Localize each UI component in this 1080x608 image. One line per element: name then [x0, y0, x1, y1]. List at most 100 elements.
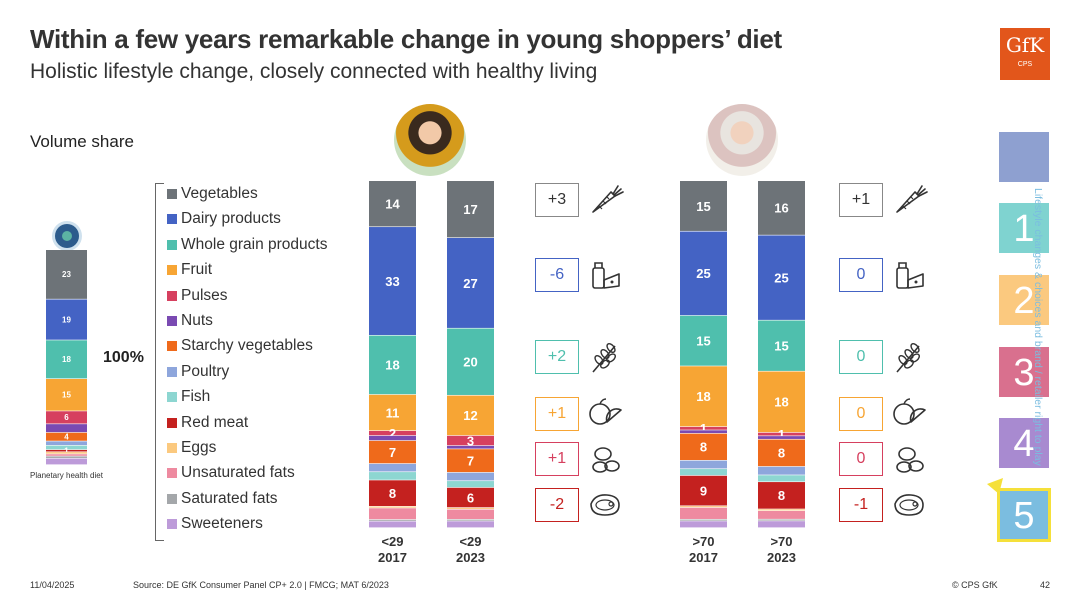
x-axis-label-line: 2017	[689, 550, 718, 565]
bar-data-label: 27	[463, 276, 477, 291]
legend-swatch	[167, 443, 177, 453]
earth-icon	[55, 224, 79, 248]
bar-segment	[680, 366, 727, 427]
delta-box: -6	[535, 258, 579, 292]
legend-item: Starchy vegetables	[167, 337, 313, 361]
legend-swatch	[167, 493, 177, 504]
bar-data-label: 14	[385, 197, 400, 212]
logo-brand: GfK	[1005, 33, 1045, 57]
page-title: Within a few years remarkable change in …	[30, 24, 782, 54]
bar-data-label: 18	[385, 358, 399, 373]
bar-segment	[447, 509, 494, 520]
bar-segment	[46, 454, 87, 456]
bar-data-label: 1	[778, 427, 785, 442]
bar-segment	[680, 519, 727, 521]
delta-box: 0	[839, 397, 883, 431]
legend-label: Poultry	[181, 362, 230, 380]
dairy-icon	[592, 262, 620, 289]
bar-segment	[46, 449, 87, 452]
older-shopper-avatar	[706, 104, 778, 176]
legend-swatch	[167, 290, 177, 301]
x-axis-label: <29 2023	[441, 534, 501, 566]
legend-label: Fish	[181, 388, 211, 406]
bar-segment	[46, 299, 87, 340]
legend-swatch	[167, 366, 177, 377]
legend-swatch	[167, 239, 177, 250]
bar-data-label: 9	[700, 483, 707, 498]
bar-segment	[680, 507, 727, 519]
bar-data-label: 6	[64, 413, 69, 422]
sidebar-step-5[interactable]: 5	[997, 488, 1051, 542]
bar-segment	[369, 463, 416, 472]
delta-box: +1	[535, 397, 579, 431]
bar-segment	[758, 466, 805, 475]
bar-segment	[369, 430, 416, 436]
legend-item: Eggs	[167, 439, 216, 463]
sidebar-step-1[interactable]: 1	[999, 203, 1049, 253]
bar-data-label: 8	[700, 440, 707, 455]
footer-source: Source: DE GfK Consumer Panel CP+ 2.0 | …	[133, 580, 389, 590]
bar-segment	[369, 394, 416, 431]
bar-segment	[369, 508, 416, 520]
bar-data-label: 20	[463, 355, 477, 370]
sidebar-step-4[interactable]: 4	[999, 418, 1049, 468]
bar-data-label: 25	[696, 266, 710, 281]
bar-data-label: 15	[696, 199, 710, 214]
legend-item: Unsaturated fats	[167, 464, 295, 488]
delta-box: +2	[535, 340, 579, 374]
bar-data-label: 23	[62, 270, 71, 279]
x-axis-label-line: 2023	[456, 550, 485, 565]
bar-data-label: 3	[467, 433, 474, 448]
x-axis-label-line: <29	[381, 534, 404, 549]
legend-item: Red meat	[167, 414, 248, 438]
bar-data-label: 7	[389, 445, 396, 460]
bar-data-label: 12	[463, 408, 477, 423]
page-subtitle: Holistic lifestyle change, closely conne…	[30, 60, 598, 83]
bar-segment	[369, 506, 416, 508]
bar-data-label: 1	[64, 447, 69, 456]
bar-segment	[46, 340, 87, 379]
bar-segment	[680, 231, 727, 316]
bar-segment	[447, 487, 494, 508]
bar-segment	[447, 481, 494, 488]
bar-segment	[758, 371, 805, 433]
x-axis-label: >70 2023	[752, 534, 812, 566]
gfk-logo: GfK CPS	[1000, 28, 1050, 80]
legend-swatch	[167, 316, 177, 326]
legend-item: Pulses	[167, 287, 228, 311]
bar-segment	[680, 181, 727, 231]
bar-segment	[680, 426, 727, 430]
bar-segment	[369, 227, 416, 335]
bar-segment	[46, 452, 87, 454]
bar-segment	[680, 433, 727, 461]
carrot-icon	[592, 185, 624, 213]
bar-segment	[680, 506, 727, 508]
delta-box: 0	[839, 340, 883, 374]
bar-data-label: 15	[62, 391, 71, 400]
x-axis-label-line: 2023	[767, 550, 796, 565]
bar-data-label: 18	[62, 355, 71, 364]
bar-segment	[447, 435, 494, 446]
sidebar-step-3[interactable]: 3	[999, 347, 1049, 397]
legend-label: Unsaturated fats	[181, 464, 295, 482]
sidebar-step-2[interactable]: 2	[999, 275, 1049, 325]
volume-share-label: Volume share	[30, 132, 134, 151]
legend-label: Sweeteners	[181, 515, 263, 533]
bar-segment	[46, 445, 87, 450]
bar-segment	[758, 510, 805, 519]
bar-segment	[369, 472, 416, 480]
carrot-icon	[896, 185, 928, 213]
bar-segment	[369, 335, 416, 395]
bar-segment	[46, 458, 87, 465]
legend-swatch	[167, 214, 177, 225]
bar-data-label: 7	[467, 453, 474, 468]
x-axis-label-line: >70	[692, 534, 715, 549]
delta-box: +1	[839, 183, 883, 217]
bar-data-label: 11	[386, 405, 400, 420]
bar-data-label: 33	[385, 274, 399, 289]
x-axis-label-line: <29	[459, 534, 482, 549]
bar-segment	[758, 235, 805, 320]
delta-box: +3	[535, 183, 579, 217]
bar-segment	[447, 507, 494, 509]
sidebar-step-overview[interactable]	[999, 132, 1049, 182]
